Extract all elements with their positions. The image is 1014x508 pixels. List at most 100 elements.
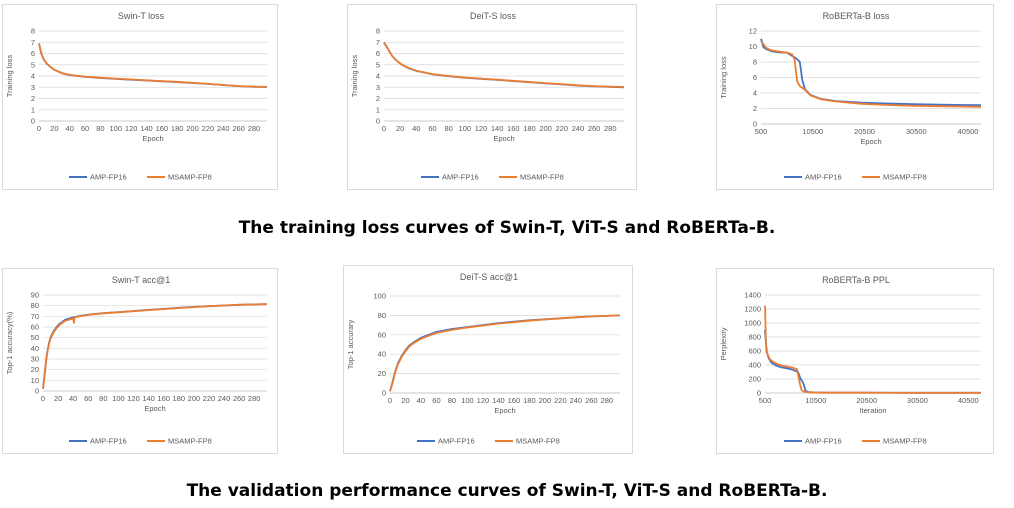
y-tick-label: 100 <box>373 292 386 301</box>
series-line-msamp-fp8 <box>764 305 981 394</box>
y-tick-label: 2 <box>376 94 380 103</box>
x-tick-label: 260 <box>232 124 245 133</box>
y-tick-label: 8 <box>753 58 757 67</box>
x-axis-label: Iteration <box>859 406 886 415</box>
x-tick-label: 120 <box>127 394 140 403</box>
panel-roberta-loss: RoBERTa-B loss 0 2 4 6 8 10 12 500 10500 20500 3050… <box>716 4 994 190</box>
legend-label: MSAMP-FP8 <box>168 437 212 446</box>
x-tick-label: 10500 <box>802 127 823 136</box>
y-tick-label: 10 <box>749 42 757 51</box>
y-tick-label: 50 <box>31 333 39 342</box>
x-tick-label: 200 <box>188 394 201 403</box>
y-tick-label: 600 <box>748 347 761 356</box>
x-tick-label: 500 <box>755 127 768 136</box>
y-axis-label: Training loss <box>5 55 14 97</box>
x-tick-label: 180 <box>171 124 184 133</box>
x-tick-label: 0 <box>41 394 45 403</box>
legend-label: AMP-FP16 <box>90 173 127 182</box>
x-tick-label: 40500 <box>958 127 979 136</box>
y-tick-label: 0 <box>753 120 757 129</box>
chart-title: RoBERTa-B PPL <box>822 275 890 285</box>
chart-title: RoBERTa-B loss <box>823 11 890 21</box>
y-tick-label: 6 <box>376 49 380 58</box>
panel-swin-acc: Swin-T acc@1 0 10 20 30 40 50 60 70 80 90 0 20 40 60 80… <box>2 268 278 454</box>
x-tick-label: 120 <box>475 124 488 133</box>
x-tick-label: 60 <box>81 124 89 133</box>
y-tick-label: 30 <box>31 355 39 364</box>
x-tick-label: 30500 <box>906 127 927 136</box>
legend-label: MSAMP-FP8 <box>168 173 212 182</box>
x-axis-label: Epoch <box>494 406 515 415</box>
series-line-msamp-fp8 <box>38 43 268 88</box>
y-tick-label: 40 <box>31 344 39 353</box>
x-tick-label: 30500 <box>907 396 928 405</box>
y-tick-label: 800 <box>748 333 761 342</box>
legend-label: AMP-FP16 <box>438 437 475 446</box>
x-tick-label: 40500 <box>958 396 979 405</box>
y-axis-label: Top-1 accurary <box>346 319 355 369</box>
x-tick-label: 0 <box>37 124 41 133</box>
x-tick-label: 280 <box>248 124 261 133</box>
x-tick-label: 40 <box>69 394 77 403</box>
y-tick-label: 20 <box>378 369 386 378</box>
x-tick-label: 60 <box>432 396 440 405</box>
series-line-msamp-fp8 <box>383 42 625 88</box>
y-tick-label: 200 <box>748 375 761 384</box>
y-axis-label: Top-1 accuracy(%) <box>5 311 14 374</box>
y-tick-label: 0 <box>35 387 39 396</box>
x-tick-label: 180 <box>523 396 536 405</box>
x-tick-label: 220 <box>202 124 215 133</box>
y-tick-label: 40 <box>378 350 386 359</box>
chart-title: DeiT-S acc@1 <box>460 272 518 282</box>
x-tick-label: 100 <box>461 396 474 405</box>
x-tick-label: 200 <box>539 124 552 133</box>
x-tick-label: 80 <box>448 396 456 405</box>
x-tick-label: 240 <box>218 394 231 403</box>
x-tick-label: 240 <box>572 124 585 133</box>
y-tick-label: 5 <box>376 60 380 69</box>
x-tick-label: 20 <box>50 124 58 133</box>
x-tick-label: 80 <box>444 124 452 133</box>
x-tick-label: 120 <box>477 396 490 405</box>
x-tick-label: 20 <box>401 396 409 405</box>
y-tick-label: 70 <box>31 312 39 321</box>
x-tick-label: 0 <box>382 124 386 133</box>
y-tick-label: 1400 <box>744 291 761 300</box>
x-tick-label: 200 <box>539 396 552 405</box>
x-tick-label: 140 <box>142 394 155 403</box>
x-tick-label: 140 <box>140 124 153 133</box>
x-tick-label: 100 <box>112 394 125 403</box>
panel-swin-loss: Swin-T loss 0 1 2 3 4 5 6 7 8 0 20 40 60 80 100 120 140 16… <box>2 4 278 190</box>
y-tick-label: 0 <box>757 389 761 398</box>
x-tick-label: 260 <box>588 124 601 133</box>
x-tick-label: 160 <box>507 124 520 133</box>
y-tick-label: 7 <box>376 38 380 47</box>
x-tick-label: 280 <box>604 124 617 133</box>
x-tick-label: 120 <box>125 124 138 133</box>
x-tick-label: 140 <box>491 124 504 133</box>
y-tick-label: 80 <box>31 301 39 310</box>
x-tick-label: 220 <box>554 396 567 405</box>
legend-label: MSAMP-FP8 <box>883 437 927 446</box>
x-tick-label: 0 <box>388 396 392 405</box>
legend-label: AMP-FP16 <box>90 437 127 446</box>
x-tick-label: 40 <box>412 124 420 133</box>
x-tick-label: 80 <box>96 124 104 133</box>
y-tick-label: 2 <box>753 104 757 113</box>
y-tick-label: 90 <box>31 291 39 300</box>
x-tick-label: 20 <box>396 124 404 133</box>
x-tick-label: 280 <box>601 396 614 405</box>
x-tick-label: 260 <box>585 396 598 405</box>
y-tick-label: 1 <box>31 105 35 114</box>
caption-training: The training loss curves of Swin-T, ViT-… <box>238 218 776 238</box>
panel-deit-acc: DeiT-S acc@1 0 20 40 60 80 100 0 20 40 60 80 100 120 1… <box>343 265 633 454</box>
legend-label: MSAMP-FP8 <box>520 173 564 182</box>
x-tick-label: 240 <box>570 396 583 405</box>
y-tick-label: 5 <box>31 60 35 69</box>
x-tick-label: 200 <box>186 124 199 133</box>
chart-title: DeiT-S loss <box>470 11 517 21</box>
